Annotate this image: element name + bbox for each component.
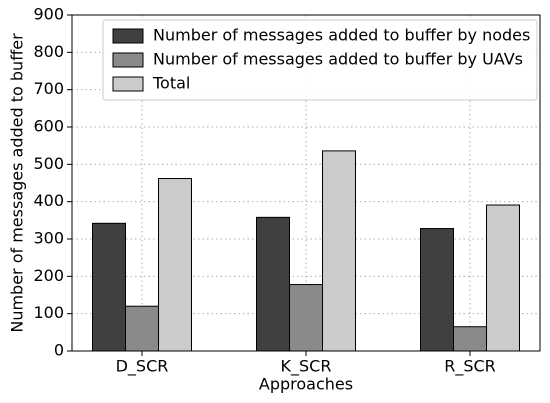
y-axis-label: Number of messages added to buffer [8,33,27,333]
bar [420,228,454,352]
y-tick-label: 0 [54,341,64,360]
legend-box [102,19,538,101]
y-tick-label: 200 [33,266,64,285]
x-tick-label: R_SCR [444,357,496,377]
y-tick-label: 900 [33,5,64,24]
y-tick-label: 700 [33,79,64,98]
legend-swatch [112,28,144,44]
x-tick-label: K_SCR [281,357,332,377]
legend-label: Total [152,74,190,93]
bar [289,284,323,352]
bar [322,150,356,352]
legend: Number of messages added to buffer by no… [102,19,538,101]
y-tick-label: 800 [33,42,64,61]
bar [125,305,159,352]
y-tick-label: 300 [33,229,64,248]
bar [256,216,290,352]
legend-swatch [112,52,144,68]
y-tick-label: 500 [33,154,64,173]
legend-swatch [112,76,144,92]
legend-label: Number of messages added to buffer by UA… [153,50,523,69]
plot-frame [71,14,541,352]
y-tick-label: 600 [33,117,64,136]
legend-label: Number of messages added to buffer by no… [153,26,530,45]
x-axis-label: Approaches [259,375,353,394]
bar [158,178,192,352]
y-tick-label: 400 [33,191,64,210]
bar [92,222,126,352]
x-tick-label: D_SCR [116,357,169,377]
y-tick-label: 100 [33,303,64,322]
bar [453,326,487,352]
bar [486,204,520,352]
